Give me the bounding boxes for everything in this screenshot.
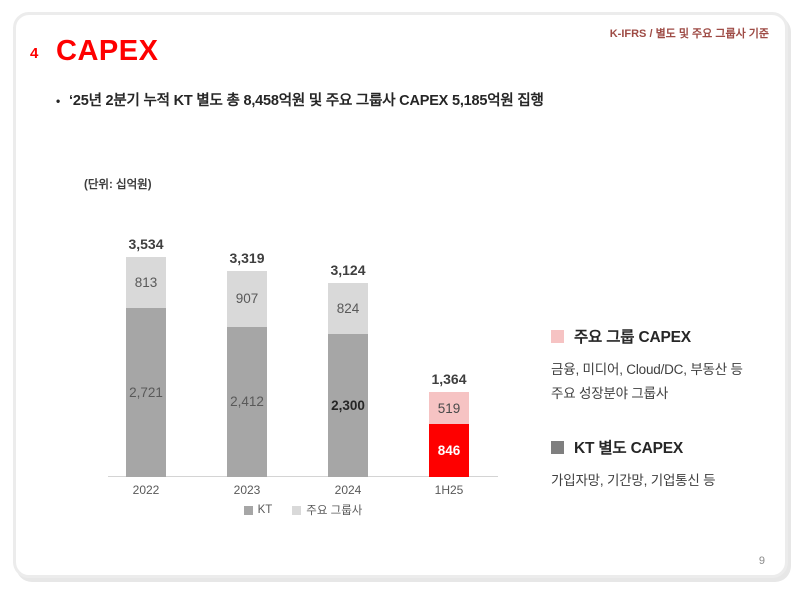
- legend-swatch-icon: [292, 505, 302, 515]
- group-segment-1H25: 519: [429, 392, 469, 425]
- legend-item-KT: KT: [243, 502, 273, 518]
- kt-segment-2022: 2,721: [126, 307, 166, 477]
- group-capex-desc-line1: 금융, 미디어, Cloud/DC, 부동산 등: [551, 362, 743, 377]
- total-label-1H25: 1,364: [431, 371, 467, 388]
- legend-swatch-icon: [243, 505, 253, 515]
- side-legend-panel: 주요 그룹 CAPEX 금융, 미디어, Cloud/DC, 부동산 등 주요 …: [551, 325, 786, 493]
- total-label-2022: 3,534: [128, 236, 164, 253]
- group-capex-desc-line2: 주요 성장분야 그룹사: [551, 386, 669, 401]
- capex-stacked-bar-chart: 813 2,721 3,534 2022 907 2,412 3,319 2023 824 2,3…: [16, 15, 785, 575]
- bar-2022: 813 2,721: [126, 257, 166, 477]
- accounting-basis-note: K-IFRS / 별도 및 주요 그룹사 기준: [609, 28, 769, 40]
- kt-capex-marker-icon: [551, 440, 564, 454]
- unit-label: (단위: 십억원): [84, 179, 152, 191]
- total-label-2024: 3,124: [330, 261, 366, 278]
- chart-legend: KT 주요 그룹사: [108, 502, 498, 518]
- legend-item-주요 그룹사: 주요 그룹사: [292, 502, 362, 518]
- kt-segment-2024: 2,300: [328, 333, 368, 477]
- legend-label: KT: [257, 504, 273, 516]
- summary-bullet: • ‘25년 2분기 누적 KT 별도 총 8,458억원 및 주요 그룹사 CA…: [56, 89, 544, 110]
- x-axis-line: [108, 476, 498, 477]
- group-capex-title-row: 주요 그룹 CAPEX: [551, 325, 786, 347]
- legend-label: 주요 그룹사: [306, 505, 363, 517]
- x-axis-label-2022: 2022: [132, 483, 160, 497]
- group-capex-block: 주요 그룹 CAPEX 금융, 미디어, Cloud/DC, 부동산 등 주요 …: [551, 325, 786, 406]
- kt-segment-2023: 2,412: [227, 326, 267, 477]
- bar-2023: 907 2,412: [227, 270, 267, 477]
- kt-capex-title-row: KT 별도 CAPEX: [551, 436, 786, 458]
- kt-capex-desc-line1: 가입자망, 기간망, 기업통신 등: [551, 473, 716, 488]
- bar-2024: 824 2,300: [328, 282, 368, 477]
- group-capex-title: 주요 그룹 CAPEX: [574, 329, 691, 346]
- bar-1H25: 519 846: [429, 392, 469, 477]
- group-capex-marker-icon: [551, 329, 564, 343]
- kt-segment-1H25: 846: [429, 424, 469, 477]
- group-segment-2023: 907: [227, 270, 267, 327]
- section-number: 4: [30, 45, 39, 62]
- kt-capex-title: KT 별도 CAPEX: [574, 440, 683, 457]
- total-label-2023: 3,319: [229, 249, 265, 266]
- kt-capex-block: KT 별도 CAPEX 가입자망, 기간망, 기업통신 등: [551, 436, 786, 493]
- page-number: 9: [758, 555, 765, 567]
- x-axis-label-2024: 2024: [334, 483, 362, 497]
- group-segment-2024: 824: [328, 282, 368, 334]
- slide-card: K-IFRS / 별도 및 주요 그룹사 기준 4 CAPEX • ‘25년 2분…: [13, 12, 788, 578]
- bullet-marker: •: [56, 94, 61, 108]
- slide-title: CAPEX: [56, 35, 159, 67]
- x-axis-label-1H25: 1H25: [434, 483, 464, 497]
- group-segment-2022: 813: [126, 257, 166, 308]
- summary-text: ‘25년 2분기 누적 KT 별도 총 8,458억원 및 주요 그룹사 CAP…: [69, 93, 544, 109]
- x-axis-label-2023: 2023: [233, 483, 261, 497]
